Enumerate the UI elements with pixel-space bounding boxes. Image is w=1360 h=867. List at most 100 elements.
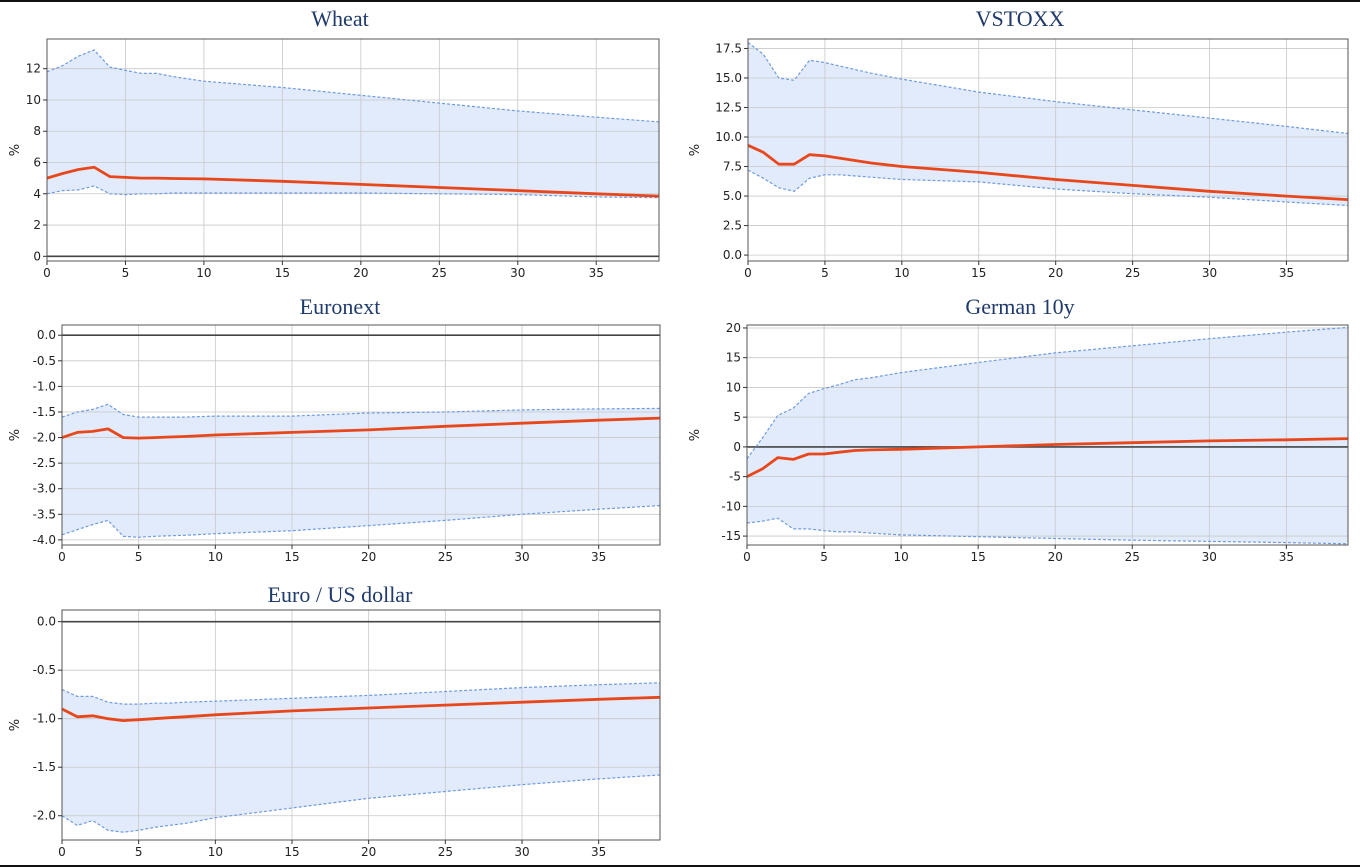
y-tick-label: 2.5 [723,219,742,233]
x-tick-label: 10 [196,266,211,280]
chart-german-10y: German 10y 0 5 10 15 20 25 30 35 -15 -10 -5 0 5 10 15 20… [688,294,1349,564]
top-rule [0,0,1360,2]
x-tick-label: 0 [58,550,66,564]
y-tick-label: -0.5 [33,663,56,677]
x-tick-label: 20 [1048,266,1063,280]
x-tick-label: 35 [1279,550,1294,564]
y-tick-label: 8 [33,124,41,138]
confidence-band [47,49,659,198]
x-tick-label: 0 [743,550,751,564]
lower-bound-line [46,185,660,199]
y-tick-label: 12.5 [715,100,742,114]
upper-bound-line [46,49,660,123]
x-tick-label: 15 [284,550,299,564]
y-axis-label: % [8,719,23,731]
y-tick-label: 10.0 [715,130,742,144]
y-axis-label: % [688,429,703,441]
x-tick-label: 35 [591,550,606,564]
lower-bound-line [61,505,661,538]
y-tick-label: -1.5 [33,760,56,774]
plot-frame [61,324,661,546]
y-tick-label: 15.0 [715,71,742,85]
plot-frame [46,38,660,262]
chart-title: VSTOXX [976,6,1065,31]
y-tick-label: 5 [733,410,741,424]
x-tick-label: 10 [894,266,909,280]
y-tick-label: -1.0 [33,712,56,726]
y-tick-label: 0.0 [723,248,742,262]
x-tick-label: 10 [893,550,908,564]
y-tick-label: 15 [726,351,741,365]
x-tick-label: 15 [971,550,986,564]
y-tick-label: 10 [726,380,741,394]
chart-vstoxx: VSTOXX 0 5 10 15 20 25 30 35 0.0 2.5 5.0 7.5 10.0 12.5… [688,6,1349,280]
chart-title: German 10y [965,294,1074,319]
lower-bound-line [747,169,1349,207]
bottom-rule [0,865,1360,867]
y-tick-label: -2.0 [33,431,56,445]
y-tick-label: -3.5 [33,507,56,521]
x-tick-label: 0 [744,266,752,280]
y-tick-label: 2 [33,218,41,232]
x-tick-label: 15 [971,266,986,280]
y-tick-label: 0 [33,249,41,263]
y-tick-label: -5 [729,470,741,484]
confidence-band [747,327,1348,544]
y-tick-label: 0.0 [37,615,56,629]
x-tick-label: 20 [361,845,376,859]
y-tick-label: -15 [721,529,741,543]
y-tick-label: 0.0 [37,328,56,342]
upper-bound-line [746,326,1349,460]
y-tick-label: 7.5 [723,160,742,174]
y-tick-label: 6 [33,156,41,170]
y-tick-label: 12 [26,62,41,76]
y-tick-label: -10 [721,499,741,513]
y-tick-label: -2.0 [33,809,56,823]
chart-title: Euronext [300,294,381,319]
confidence-band [62,682,660,833]
chart-wheat: Wheat 0 5 10 15 20 25 30 35 0 2 4 6 8 10 12% [8,6,660,280]
y-tick-label: 17.5 [715,41,742,55]
x-tick-label: 30 [514,550,529,564]
x-tick-label: 35 [591,845,606,859]
y-tick-label: 4 [33,187,41,201]
median-line [61,695,661,723]
x-tick-label: 30 [510,266,525,280]
y-tick-label: 20 [726,321,741,335]
x-tick-label: 10 [208,845,223,859]
x-tick-label: 35 [1279,266,1294,280]
x-tick-label: 25 [1125,550,1140,564]
chart-euro-us-dollar: Euro / US dollar 0 5 10 15 20 25 30 35 0.0 -0.5 -1.… [8,582,661,859]
y-tick-label: -0.5 [33,354,56,368]
chart-euronext: Euronext 0 5 10 15 20 25 30 35 0.0 -0.5 -1.0 -1.5 -2.… [8,294,661,564]
x-tick-label: 30 [1202,550,1217,564]
chart-title: Wheat [311,6,368,31]
x-tick-label: 20 [1048,550,1063,564]
median-line [746,437,1349,478]
x-tick-label: 30 [514,845,529,859]
x-tick-label: 5 [122,266,130,280]
x-tick-label: 5 [820,550,828,564]
y-tick-label: -3.0 [33,482,56,496]
upper-bound-line [61,403,661,418]
y-tick-label: 0 [733,440,741,454]
y-axis-label: % [8,144,23,156]
x-tick-label: 20 [353,266,368,280]
median-line [747,144,1349,201]
x-tick-label: 20 [361,550,376,564]
x-tick-label: 5 [135,550,143,564]
plot-frame [747,38,1349,262]
x-tick-label: 0 [43,266,51,280]
y-tick-label: 10 [26,93,41,107]
x-tick-label: 0 [58,845,66,859]
y-axis-label: % [688,144,703,156]
x-tick-label: 15 [275,266,290,280]
x-tick-label: 30 [1202,266,1217,280]
x-tick-label: 25 [438,845,453,859]
chart-title: Euro / US dollar [268,582,413,607]
y-tick-label: -2.5 [33,456,56,470]
y-axis-label: % [8,429,23,441]
x-tick-label: 15 [284,845,299,859]
y-tick-label: 5.0 [723,189,742,203]
x-tick-label: 10 [208,550,223,564]
